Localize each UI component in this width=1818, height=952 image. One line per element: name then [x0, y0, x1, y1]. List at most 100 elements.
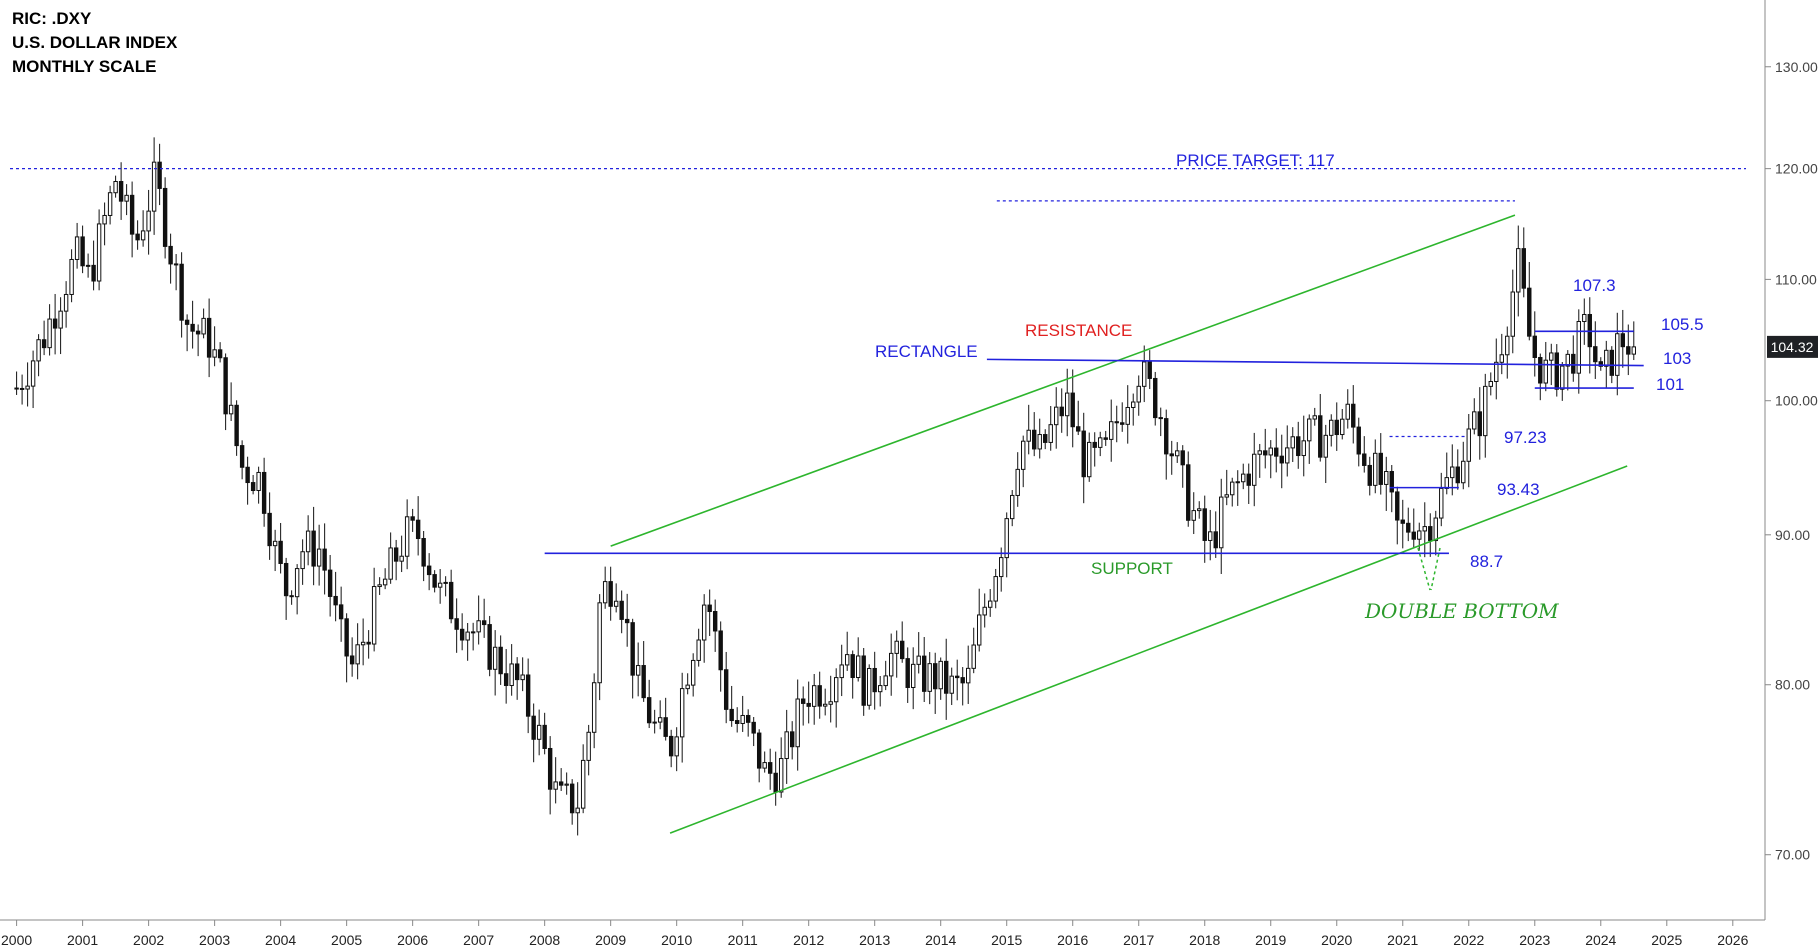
candle	[415, 496, 421, 556]
candle	[1043, 429, 1048, 450]
candle	[1527, 261, 1532, 341]
candle-down	[608, 581, 613, 607]
candle-up	[1004, 518, 1009, 559]
candle-up	[30, 360, 36, 387]
candle-up	[443, 581, 448, 584]
candle-down	[569, 783, 575, 814]
candle	[1169, 440, 1174, 475]
candle-down	[239, 445, 245, 468]
candle	[30, 350, 36, 409]
candle-down	[1169, 453, 1174, 457]
candle	[916, 632, 921, 674]
candle	[922, 637, 927, 702]
candle-up	[1340, 418, 1345, 436]
candle	[459, 613, 465, 651]
candle-down	[1202, 508, 1207, 541]
double-bottom-label: DOUBLE BOTTOM	[1364, 599, 1559, 623]
candle	[151, 137, 157, 235]
candle-up	[69, 258, 74, 295]
candle-up	[1604, 349, 1609, 367]
candle	[1246, 463, 1251, 504]
candle	[855, 637, 861, 682]
candle	[756, 729, 762, 783]
candle-down	[80, 236, 85, 267]
candle	[668, 729, 674, 768]
candle-up	[272, 540, 278, 547]
candle	[184, 314, 190, 352]
candle-up	[811, 685, 817, 707]
candle-up	[597, 602, 602, 684]
candle	[140, 210, 146, 247]
candle	[135, 220, 140, 250]
candle-up	[1499, 354, 1504, 363]
candle-up	[613, 600, 619, 607]
candle	[1208, 509, 1213, 561]
candle	[173, 254, 179, 291]
candle	[1345, 389, 1350, 429]
x-tick-label: 2016	[1057, 932, 1088, 948]
candle-down	[558, 781, 564, 786]
candle-up	[1268, 447, 1273, 456]
candle-down	[756, 732, 762, 769]
channel-lower-line	[669, 465, 1628, 834]
candle	[1543, 341, 1548, 392]
candle-up	[1345, 403, 1350, 420]
candle	[1081, 412, 1086, 504]
candle	[547, 736, 553, 815]
candle-down	[800, 698, 806, 704]
candle-down	[1598, 361, 1603, 367]
candle-down	[19, 387, 25, 390]
candle-down	[850, 654, 855, 679]
candle	[322, 523, 327, 595]
candle-down	[1114, 421, 1119, 424]
candle-down	[905, 658, 910, 688]
candle-down	[1180, 450, 1185, 466]
candle	[289, 590, 294, 605]
candle-up	[294, 568, 300, 598]
candle-down	[410, 516, 415, 521]
candle	[1296, 421, 1301, 469]
candle	[624, 593, 630, 647]
candle	[355, 623, 360, 680]
candle	[1433, 510, 1438, 556]
y-tick-label: 90.00	[1775, 527, 1810, 543]
candle-down	[1318, 415, 1323, 458]
candle	[1312, 407, 1317, 426]
candle	[190, 300, 195, 349]
candle	[762, 751, 767, 773]
candle	[1213, 511, 1218, 558]
candle	[278, 522, 283, 574]
candle	[250, 474, 256, 495]
candle	[1109, 399, 1114, 462]
candle	[1048, 405, 1053, 451]
candle-up	[586, 731, 591, 761]
candle	[1021, 435, 1026, 488]
rectangle-label: RECTANGLE	[875, 342, 978, 361]
candle-down	[322, 548, 327, 571]
candle-down	[531, 715, 536, 740]
candle-down	[278, 540, 283, 564]
candle	[773, 751, 778, 806]
candle-down	[250, 482, 256, 492]
candle	[778, 737, 784, 798]
candle-up	[1510, 291, 1515, 337]
candle-up	[575, 807, 580, 814]
candle	[305, 515, 311, 566]
candle-up	[1543, 359, 1548, 384]
candle-up	[1301, 440, 1306, 457]
candle	[564, 772, 569, 795]
candle	[1400, 499, 1405, 549]
last-price-badge: 104.32	[1767, 335, 1818, 358]
candle	[162, 177, 168, 259]
candle	[999, 547, 1004, 592]
candle	[267, 492, 272, 560]
candle	[806, 681, 811, 724]
level-97-23-label: 97.23	[1504, 428, 1547, 447]
candle	[751, 717, 756, 747]
candle-up	[1422, 526, 1427, 532]
candle-down	[1400, 519, 1405, 524]
candle-down	[1213, 531, 1218, 549]
candle	[608, 566, 613, 621]
candle-down	[448, 581, 454, 620]
candle	[1620, 309, 1625, 368]
